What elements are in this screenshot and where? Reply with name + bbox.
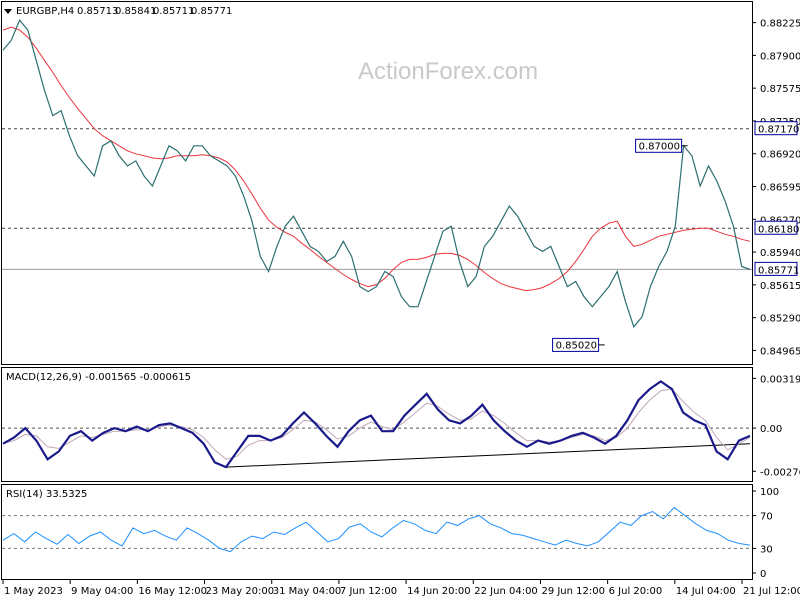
x-tick-label-10: 14 Jul 04:00 bbox=[676, 586, 736, 597]
macd-trendline bbox=[225, 443, 751, 468]
ohlc-open: 0.85713 bbox=[77, 6, 118, 17]
rsi-title: RSI(14) 33.5325 bbox=[6, 489, 87, 500]
macd-line bbox=[2, 380, 751, 469]
x-tick-label-2: 16 May 12:00 bbox=[138, 586, 207, 597]
rsi-y-axis: 100 70 30 0 bbox=[752, 487, 779, 580]
macd-zero-line bbox=[2, 427, 752, 468]
level-price-box-0 bbox=[754, 121, 798, 136]
x-tick-label-11: 21 Jul 12:00 bbox=[743, 586, 800, 597]
price-tick-label-0: 0.88225 bbox=[760, 19, 800, 30]
price-annotations: 0.87000 0.85020 bbox=[552, 138, 688, 352]
ohlc-low: 0.85711 bbox=[153, 6, 194, 17]
rsi-tick-label-1: 70 bbox=[760, 512, 773, 523]
macd-tick-label-2: -0.002769 bbox=[760, 467, 800, 478]
price-tick-label-7: 0.85940 bbox=[760, 248, 800, 259]
price-tick-label-8: 0.85615 bbox=[760, 281, 800, 292]
rsi-tick-label-3: 0 bbox=[760, 569, 766, 580]
rsi-grid bbox=[2, 515, 752, 549]
level-price-label-0: 0.87170 bbox=[758, 125, 799, 136]
symbol-label: EURGBP,H4 bbox=[16, 6, 74, 17]
ohlc-high: 0.85841 bbox=[115, 6, 156, 17]
x-tick-label-9: 6 Jul 20:00 bbox=[609, 586, 663, 597]
level-price-label-2: 0.85771 bbox=[758, 265, 799, 276]
price-header: EURGBP,H4 0.85713 0.85841 0.85711 0.8577… bbox=[4, 6, 232, 17]
price-tick-label-5: 0.86595 bbox=[760, 183, 800, 194]
x-tick-label-5: 7 Jun 12:00 bbox=[340, 586, 397, 597]
macd-series-group bbox=[2, 380, 751, 469]
x-tick-label-0: 1 May 2023 bbox=[4, 586, 63, 597]
macd-title: MACD(12,26,9) -0.001565 -0.000615 bbox=[6, 372, 191, 383]
watermark: ActionForex.com bbox=[358, 58, 538, 85]
price-tick-label-9: 0.85290 bbox=[760, 314, 800, 325]
ohlc-close: 0.85771 bbox=[191, 6, 232, 17]
rsi-series-group bbox=[2, 506, 751, 553]
x-tick-label-8: 29 Jun 12:00 bbox=[541, 586, 605, 597]
level-price-label-1: 0.86180 bbox=[758, 224, 799, 235]
rsi-line bbox=[2, 506, 751, 553]
macd-y-axis: 0.00319 0.00 -0.002769 bbox=[752, 374, 800, 478]
price-tick-label-10: 0.84965 bbox=[760, 346, 800, 357]
dropdown-triangle-icon[interactable] bbox=[4, 9, 12, 14]
rsi-tick-label-2: 30 bbox=[760, 544, 773, 555]
price-line bbox=[2, 18, 751, 329]
price-series-group bbox=[2, 18, 751, 329]
price-tick-label-4: 0.86920 bbox=[760, 150, 800, 161]
annotation-label-0: 0.87000 bbox=[639, 141, 680, 152]
price-y-axis: 0.882250.879000.875750.872500.869200.865… bbox=[752, 19, 800, 357]
level-price-box-1 bbox=[754, 220, 798, 235]
price-tick-label-2: 0.87575 bbox=[760, 84, 800, 95]
macd-tick-label-0: 0.00319 bbox=[760, 374, 800, 385]
macd-panel-frame bbox=[1, 367, 753, 482]
x-tick-label-7: 22 Jun 04:00 bbox=[474, 586, 538, 597]
price-panel-frame bbox=[1, 1, 753, 365]
sma-line bbox=[2, 26, 751, 292]
x-tick-label-3: 23 May 20:00 bbox=[206, 586, 275, 597]
x-tick-label-6: 14 Jun 20:00 bbox=[407, 586, 471, 597]
x-tick-label-4: 31 May 04:00 bbox=[273, 586, 342, 597]
price-tick-label-1: 0.87900 bbox=[760, 51, 800, 62]
x-tick-label-1: 9 May 04:00 bbox=[71, 586, 133, 597]
macd-tick-label-1: 0.00 bbox=[760, 424, 782, 435]
price-levels bbox=[2, 128, 752, 270]
level-price-box-2 bbox=[754, 261, 798, 276]
annotation-label-1: 0.85020 bbox=[556, 340, 597, 351]
rsi-tick-label-0: 100 bbox=[760, 487, 779, 498]
rsi-panel-frame bbox=[1, 484, 753, 580]
